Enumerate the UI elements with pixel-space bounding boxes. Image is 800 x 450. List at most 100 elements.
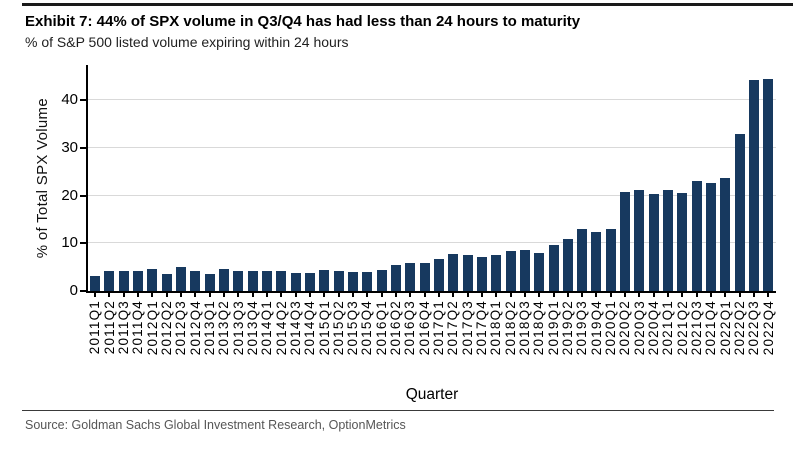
- x-slot-2022Q3: 2022Q3: [746, 292, 762, 356]
- x-tick-label: 2017Q3: [459, 300, 475, 356]
- x-tick-mark: [409, 292, 412, 297]
- x-slot-2021Q4: 2021Q4: [703, 292, 719, 356]
- bar-2016Q1: [376, 269, 387, 291]
- x-tick-label: 2019Q1: [545, 300, 561, 356]
- x-tick-label: 2011Q1: [87, 300, 103, 355]
- bar-2014Q1: [261, 270, 272, 291]
- x-tick-label: 2022Q3: [746, 300, 762, 356]
- bar-2013Q2: [218, 269, 229, 291]
- x-slot-2012Q2: 2012Q2: [159, 292, 174, 355]
- x-slot-2016Q3: 2016Q3: [402, 292, 417, 355]
- x-tick-mark: [179, 292, 182, 297]
- x-tick-label: 2015Q4: [359, 300, 375, 356]
- x-tick-mark: [710, 292, 713, 297]
- y-tick-label-30: 30: [61, 138, 78, 156]
- x-tick-label: 2021Q4: [703, 300, 719, 356]
- bar-2015Q1: [319, 270, 330, 291]
- x-tick-label: 2012Q4: [187, 300, 203, 356]
- x-axis-ticks: 2011Q1 2011Q2 2011Q3 2011Q4 2012Q1 2012Q2 2012…: [87, 292, 776, 356]
- x-slot-2013Q2: 2013Q2: [216, 292, 231, 355]
- x-tick-label: 2014Q3: [287, 300, 303, 356]
- x-tick-mark: [437, 292, 440, 297]
- x-tick-mark: [108, 292, 111, 297]
- x-tick-mark: [237, 292, 240, 297]
- x-tick-mark: [724, 292, 727, 297]
- y-tick-mark-0: [80, 290, 86, 292]
- x-tick-mark: [251, 292, 254, 297]
- bar-2020Q3: [634, 190, 645, 291]
- bar-2020Q1: [605, 228, 616, 291]
- x-tick-label: 2019Q4: [588, 300, 604, 356]
- x-tick-mark: [165, 292, 168, 297]
- x-tick-mark: [323, 292, 326, 297]
- bar-2014Q2: [276, 271, 287, 291]
- bar-2022Q4: [763, 78, 774, 291]
- x-tick-label: 2017Q1: [431, 300, 447, 356]
- y-tick-mark-10: [80, 242, 86, 245]
- x-slot-2012Q1: 2012Q1: [145, 292, 160, 355]
- x-tick-mark: [351, 292, 354, 297]
- bar-2022Q1: [720, 178, 731, 291]
- x-tick-label: 2018Q4: [531, 300, 547, 356]
- y-tick-label-10: 10: [61, 234, 78, 252]
- x-tick-mark: [452, 292, 455, 297]
- x-tick-label: 2018Q2: [502, 300, 518, 356]
- bar-2017Q1: [433, 258, 444, 291]
- x-slot-2021Q3: 2021Q3: [689, 292, 704, 355]
- bar-2021Q4: [706, 183, 717, 291]
- x-tick-label: 2018Q3: [517, 300, 533, 356]
- bar-2014Q4: [304, 272, 315, 291]
- bar-2022Q3: [749, 79, 760, 291]
- x-slot-2018Q4: 2018Q4: [531, 292, 547, 356]
- x-tick-label: 2020Q1: [603, 300, 619, 356]
- plot-area: [86, 65, 776, 293]
- x-slot-2016Q1: 2016Q1: [373, 292, 389, 356]
- bar-2016Q3: [405, 263, 416, 291]
- gridline-30: [88, 146, 776, 148]
- x-slot-2020Q3: 2020Q3: [632, 292, 647, 355]
- x-tick-mark: [466, 292, 469, 297]
- bar-2016Q2: [390, 264, 401, 291]
- x-tick-label: 2017Q4: [474, 300, 490, 356]
- x-tick-mark: [753, 292, 756, 297]
- x-tick-mark: [337, 292, 340, 297]
- bar-2020Q2: [620, 192, 631, 291]
- bar-2019Q2: [562, 239, 573, 291]
- x-tick-label: 2013Q4: [244, 300, 260, 356]
- x-slot-2022Q1: 2022Q1: [718, 292, 733, 355]
- x-tick-mark: [552, 292, 555, 297]
- x-tick-mark: [624, 292, 627, 297]
- x-slot-2020Q2: 2020Q2: [617, 292, 633, 356]
- x-tick-mark: [208, 292, 211, 297]
- bar-2014Q3: [290, 272, 301, 291]
- bar-2019Q3: [577, 228, 588, 291]
- x-slot-2011Q4: 2011Q4: [130, 292, 145, 355]
- x-tick-mark: [509, 292, 512, 297]
- x-tick-mark: [380, 292, 383, 297]
- x-tick-mark: [695, 292, 698, 297]
- bottom-divider: [22, 410, 774, 411]
- bar-2013Q1: [204, 274, 215, 291]
- x-tick-label: 2020Q2: [617, 300, 633, 356]
- x-slot-2022Q4: 2022Q4: [761, 292, 776, 355]
- x-tick-mark: [480, 292, 483, 297]
- bar-2015Q3: [347, 272, 358, 291]
- bar-series: [88, 65, 776, 291]
- x-tick-mark: [122, 292, 125, 297]
- x-slot-2014Q1: 2014Q1: [259, 292, 275, 356]
- x-tick-mark: [136, 292, 139, 297]
- bar-2021Q1: [663, 189, 674, 291]
- gridline-10: [88, 242, 776, 244]
- x-tick-label: 2014Q1: [259, 300, 275, 356]
- x-tick-label: 2011Q2: [101, 300, 117, 355]
- x-slot-2017Q2: 2017Q2: [445, 292, 460, 355]
- x-tick-label: 2014Q2: [273, 300, 289, 356]
- bar-2021Q3: [691, 180, 702, 291]
- x-slot-2011Q3: 2011Q3: [116, 292, 131, 355]
- x-tick-mark: [638, 292, 641, 297]
- bar-2018Q4: [534, 252, 545, 291]
- x-tick-label: 2016Q1: [373, 300, 389, 356]
- chart-subtitle: % of S&P 500 listed volume expiring with…: [25, 34, 349, 50]
- x-tick-mark: [667, 292, 670, 297]
- x-tick-mark: [738, 292, 741, 297]
